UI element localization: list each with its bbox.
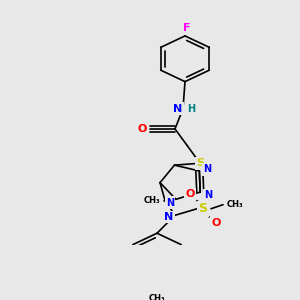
Text: N: N: [203, 164, 211, 174]
Text: N: N: [173, 103, 183, 114]
Text: S: S: [199, 202, 208, 215]
Text: N: N: [164, 212, 174, 222]
Text: N: N: [166, 197, 174, 208]
Text: S: S: [196, 158, 204, 168]
Text: O: O: [137, 124, 147, 134]
Text: CH₃: CH₃: [149, 294, 165, 300]
Text: O: O: [185, 189, 195, 199]
Text: N: N: [204, 190, 212, 200]
Text: H: H: [187, 103, 195, 114]
Text: O: O: [211, 218, 221, 228]
Text: CH₃: CH₃: [144, 196, 160, 206]
Text: F: F: [183, 23, 191, 33]
Text: CH₃: CH₃: [227, 200, 243, 209]
